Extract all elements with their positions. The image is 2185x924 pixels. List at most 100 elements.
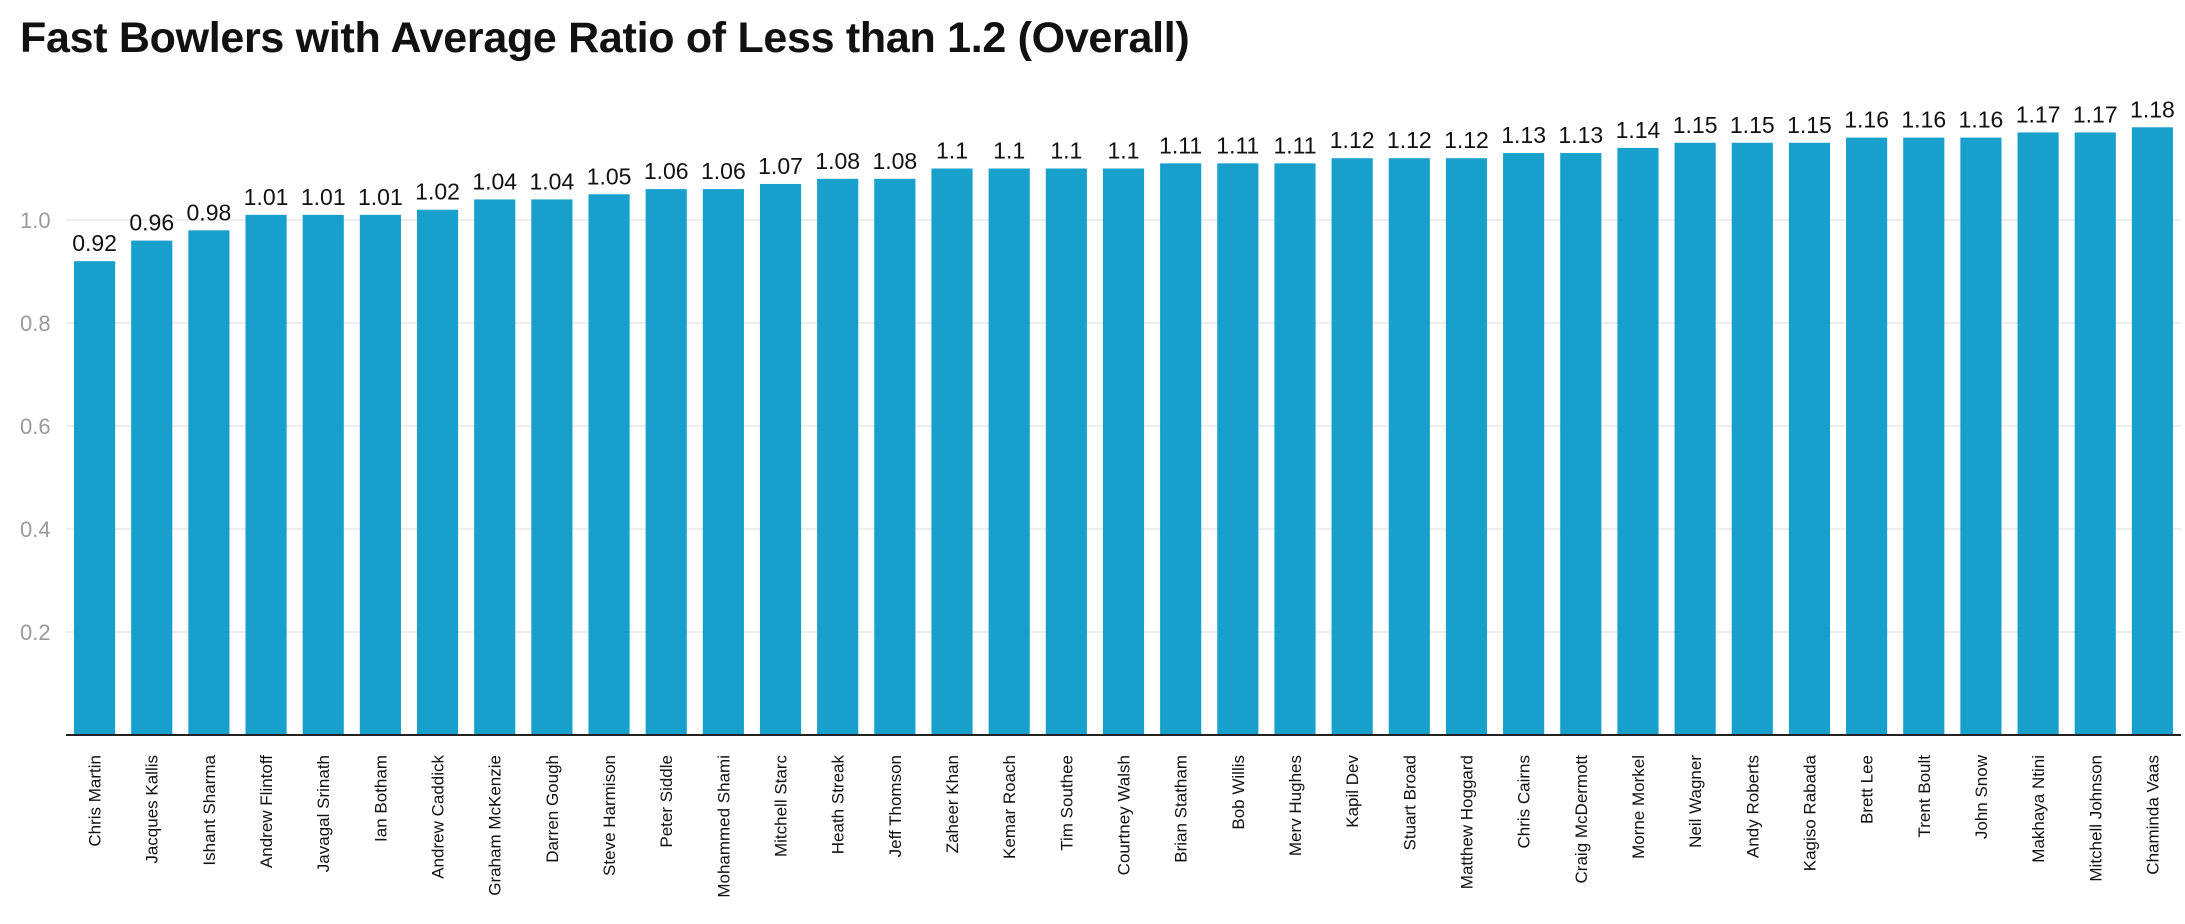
x-tick-label: Brett Lee bbox=[1858, 755, 1877, 824]
bar bbox=[1388, 158, 1430, 735]
data-label: 0.98 bbox=[187, 199, 232, 225]
y-tick-label: 1.0 bbox=[20, 208, 51, 233]
bar bbox=[1846, 137, 1888, 736]
y-tick-label: 0.6 bbox=[20, 414, 51, 439]
data-label: 1.16 bbox=[1844, 107, 1889, 133]
data-label: 1.1 bbox=[1050, 138, 1082, 164]
x-tick-label: Brian Statham bbox=[1172, 755, 1191, 863]
bar bbox=[1503, 153, 1545, 736]
data-label: 1.17 bbox=[2016, 101, 2061, 127]
x-tick-label: Kapil Dev bbox=[1343, 755, 1362, 828]
bar bbox=[1731, 142, 1773, 735]
bar bbox=[359, 214, 401, 736]
bar bbox=[1331, 158, 1373, 735]
y-tick-label: 0.4 bbox=[20, 517, 51, 542]
bar bbox=[302, 214, 344, 736]
bar bbox=[74, 261, 116, 735]
x-tick-label: Jeff Thomson bbox=[886, 755, 905, 857]
data-label: 1.01 bbox=[358, 184, 403, 210]
data-label: 1.13 bbox=[1501, 122, 1546, 148]
y-tick-label: 0.8 bbox=[20, 311, 51, 336]
bar bbox=[645, 189, 687, 736]
x-tick-label: Zaheer Khan bbox=[943, 755, 962, 853]
data-label: 1.11 bbox=[1216, 132, 1259, 158]
data-label: 1.01 bbox=[244, 184, 289, 210]
bar bbox=[1674, 142, 1716, 735]
x-tick-label: Tim Southee bbox=[1057, 755, 1076, 851]
x-tick-label: Peter Siddle bbox=[657, 755, 676, 848]
bar bbox=[474, 199, 516, 735]
x-tick-label: Javagal Srinath bbox=[314, 755, 333, 872]
data-label: 1.04 bbox=[472, 168, 517, 194]
chart-title: Fast Bowlers with Average Ratio of Less … bbox=[20, 14, 1190, 62]
x-tick-label: Andy Roberts bbox=[1743, 755, 1762, 858]
bar bbox=[1788, 142, 1831, 735]
data-label: 1.04 bbox=[529, 168, 574, 194]
bar bbox=[2074, 132, 2116, 735]
data-label: 1.15 bbox=[1730, 112, 1775, 138]
bar bbox=[1960, 137, 2002, 736]
bar bbox=[1102, 168, 1145, 735]
x-tick-label: Kemar Roach bbox=[1000, 755, 1019, 859]
bar bbox=[2017, 132, 2059, 735]
data-label: 1.06 bbox=[701, 158, 746, 184]
bar bbox=[1274, 163, 1316, 736]
bar bbox=[188, 230, 230, 736]
data-label: 1.18 bbox=[2130, 96, 2175, 122]
bar bbox=[702, 189, 744, 736]
bar bbox=[1217, 163, 1259, 736]
x-tick-label: Bob Willis bbox=[1229, 755, 1248, 830]
data-label: 1.05 bbox=[587, 163, 632, 189]
data-labels: 0.92 0.96 0.98 1.01 1.01 1.01 1.02 1.04 1.04 1.05… bbox=[72, 96, 2175, 256]
bar bbox=[2131, 127, 2173, 736]
x-tick-label: Stuart Broad bbox=[1400, 755, 1419, 850]
data-label: 1.01 bbox=[301, 184, 346, 210]
bar bbox=[1445, 158, 1488, 735]
bar bbox=[131, 240, 173, 735]
x-tick-label: Neil Wagner bbox=[1686, 755, 1705, 848]
data-label: 1.12 bbox=[1387, 127, 1432, 153]
x-tick-label: Steve Harmison bbox=[600, 755, 619, 876]
y-axis-ticks: 0.2 0.4 0.6 0.8 1.0 bbox=[20, 208, 51, 645]
bar bbox=[1045, 168, 1087, 735]
data-label: 1.1 bbox=[993, 138, 1025, 164]
x-tick-label: Mitchell Starc bbox=[772, 755, 791, 858]
x-tick-label: Trent Boult bbox=[1915, 755, 1934, 838]
data-label: 1.12 bbox=[1444, 127, 1489, 153]
x-tick-label: Merv Hughes bbox=[1286, 755, 1305, 856]
x-tick-label: Morne Morkel bbox=[1629, 755, 1648, 859]
bar bbox=[988, 168, 1030, 735]
data-label: 1.13 bbox=[1558, 122, 1603, 148]
data-label: 1.17 bbox=[2073, 101, 2118, 127]
data-label: 1.16 bbox=[1901, 107, 1946, 133]
data-label: 1.12 bbox=[1330, 127, 1375, 153]
data-label: 1.1 bbox=[1108, 138, 1140, 164]
bar bbox=[817, 178, 859, 736]
x-tick-label: Kagiso Rabada bbox=[1800, 754, 1819, 871]
data-label: 1.14 bbox=[1616, 117, 1661, 143]
bar bbox=[874, 178, 916, 736]
x-tick-label: Jacques Kallis bbox=[143, 755, 162, 864]
bar bbox=[759, 183, 802, 735]
x-tick-label: Andrew Caddick bbox=[429, 755, 448, 879]
x-tick-label: Mohammed Shami bbox=[714, 755, 733, 898]
x-tick-label: Courtney Walsh bbox=[1115, 755, 1134, 875]
data-label: 1.15 bbox=[1787, 112, 1832, 138]
x-tick-label: Andrew Flintoff bbox=[257, 755, 276, 868]
data-label: 1.07 bbox=[758, 153, 803, 179]
data-label: 1.16 bbox=[1959, 107, 2004, 133]
x-tick-label: Matthew Hoggard bbox=[1457, 755, 1476, 889]
x-tick-label: Makhaya Ntini bbox=[2029, 755, 2048, 863]
x-tick-label: Graham McKenzie bbox=[486, 755, 505, 896]
bar bbox=[1160, 163, 1202, 736]
x-axis-ticks: Chris Martin Jacques Kallis Ishant Sharma A… bbox=[86, 754, 2163, 897]
data-label: 0.92 bbox=[72, 230, 117, 256]
x-tick-label: Darren Gough bbox=[543, 755, 562, 863]
data-label: 1.08 bbox=[815, 148, 860, 174]
bar bbox=[588, 194, 630, 735]
x-tick-label: Chaminda Vaas bbox=[2143, 755, 2162, 875]
x-tick-label: Chris Martin bbox=[86, 755, 105, 847]
x-tick-label: Mitchell Johnson bbox=[2086, 755, 2105, 882]
x-tick-label: Ian Botham bbox=[371, 755, 390, 842]
